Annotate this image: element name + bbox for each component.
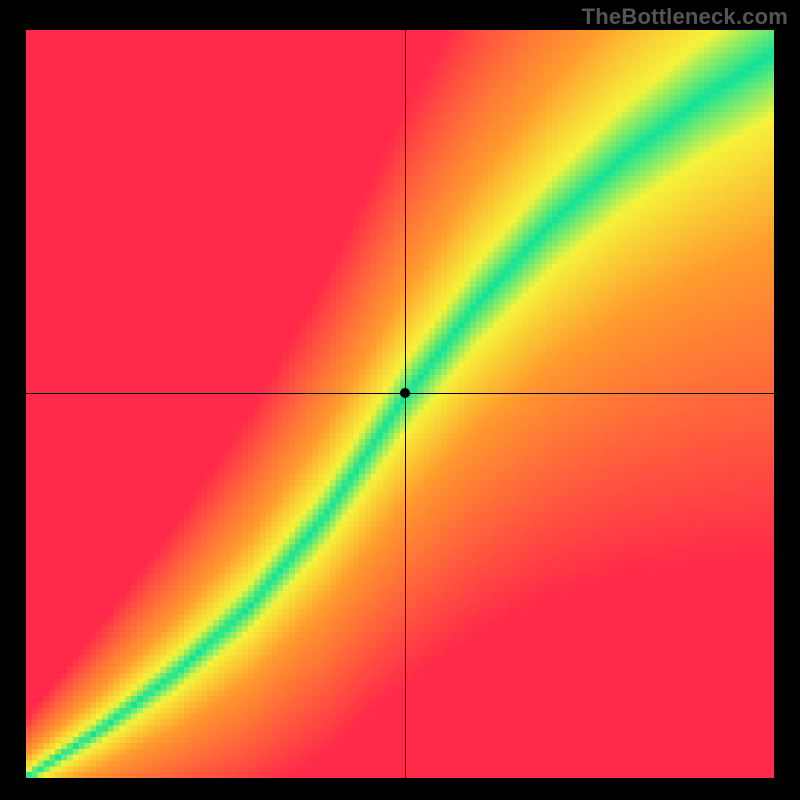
bottleneck-heatmap xyxy=(26,30,774,778)
chart-frame: TheBottleneck.com xyxy=(0,0,800,800)
plot-area xyxy=(26,30,774,778)
crosshair-marker xyxy=(400,388,410,398)
watermark-text: TheBottleneck.com xyxy=(582,4,788,30)
crosshair-vertical xyxy=(405,30,406,778)
